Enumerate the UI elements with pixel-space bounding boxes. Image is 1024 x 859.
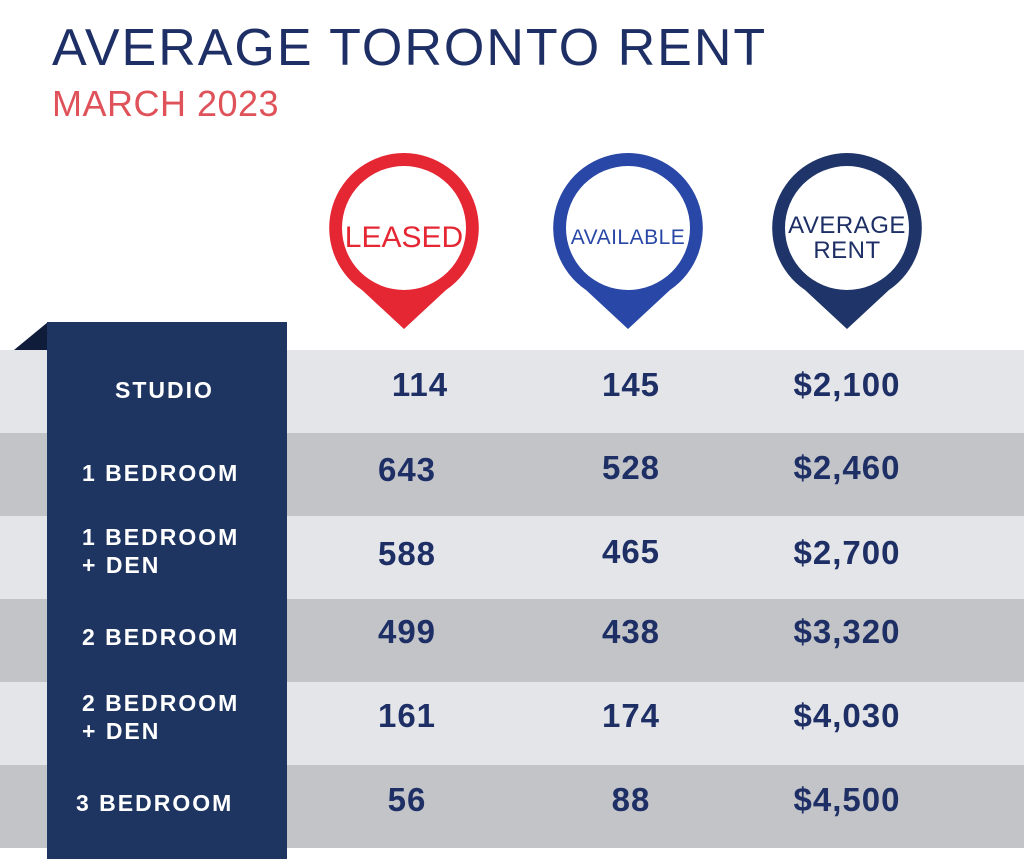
available-pin-icon xyxy=(553,153,703,329)
column-header-available: AVAILABLE xyxy=(570,225,686,249)
cell-studio-rent: $2,100 xyxy=(793,366,901,403)
cell-2-bedroom-leased: 499 xyxy=(377,613,437,650)
leased-header: LEASED xyxy=(319,143,489,333)
row-label-2-bedroom-den: 2 BEDROOM + DEN xyxy=(82,690,240,744)
cell-2-bedroom-den-rent: $4,030 xyxy=(793,697,901,734)
cell-2-bedroom-den-available: 174 xyxy=(601,697,661,734)
cell-2-bedroom-available: 438 xyxy=(601,613,661,650)
cell-3-bedroom-available: 88 xyxy=(611,781,651,818)
average-rent-header: AVERAGE RENT xyxy=(762,143,932,333)
leased-pin-icon xyxy=(329,153,479,329)
average-rent-pin-icon xyxy=(772,153,922,329)
cell-3-bedroom-leased: 56 xyxy=(387,781,427,818)
available-header: AVAILABLE xyxy=(543,143,713,333)
cell-studio-leased: 114 xyxy=(391,366,449,403)
cell-1-bedroom-den-leased: 588 xyxy=(377,535,437,572)
row-label-3-bedroom: 3 BEDROOM xyxy=(76,790,234,816)
row-label-1-bedroom: 1 BEDROOM xyxy=(82,460,240,486)
row-label-studio: STUDIO xyxy=(115,377,214,403)
cell-studio-available: 145 xyxy=(601,366,661,403)
chart-title: AVERAGE TORONTO RENT xyxy=(52,19,768,77)
column-header-leased: LEASED xyxy=(344,221,464,255)
row-label-column xyxy=(47,322,287,859)
row-label-2-bedroom: 2 BEDROOM xyxy=(82,624,240,650)
cell-3-bedroom-rent: $4,500 xyxy=(793,781,901,818)
cell-2-bedroom-den-leased: 161 xyxy=(377,697,437,734)
cell-1-bedroom-leased: 643 xyxy=(377,451,437,488)
cell-1-bedroom-available: 528 xyxy=(601,449,661,486)
row-label-1-bedroom-den: 1 BEDROOM + DEN xyxy=(82,524,240,578)
cell-1-bedroom-den-available: 465 xyxy=(601,533,661,570)
cell-1-bedroom-den-rent: $2,700 xyxy=(793,534,901,571)
cell-1-bedroom-rent: $2,460 xyxy=(793,449,901,486)
column-header-average-rent: AVERAGE RENT xyxy=(788,211,906,264)
ribbon-fold xyxy=(14,322,48,350)
chart-subtitle: MARCH 2023 xyxy=(52,83,280,124)
cell-2-bedroom-rent: $3,320 xyxy=(793,613,901,650)
